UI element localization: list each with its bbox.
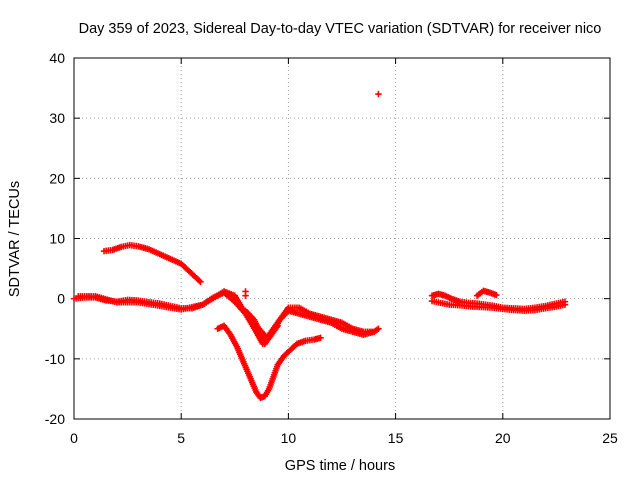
axis-ticks — [73, 57, 611, 420]
y-tick-labels: -20 -10 0 10 20 30 40 — [45, 50, 65, 427]
x-tick-label: 15 — [388, 430, 404, 446]
data-point — [561, 301, 569, 308]
data-point — [375, 325, 382, 332]
y-tick-label: 20 — [49, 170, 65, 186]
y-tick-label: 30 — [49, 110, 65, 126]
data-point — [197, 278, 204, 286]
data-point — [317, 334, 324, 341]
data-point — [370, 328, 378, 335]
y-tick-label: 10 — [49, 231, 65, 247]
x-tick-label: 20 — [495, 430, 511, 446]
data-point — [242, 292, 249, 299]
x-tick-label: 5 — [177, 430, 185, 446]
y-tick-label: -10 — [45, 351, 65, 367]
x-tick-label: 25 — [602, 430, 618, 446]
data-point — [274, 322, 281, 329]
data-points — [70, 90, 569, 402]
x-tick-label: 10 — [281, 430, 297, 446]
data-point — [196, 277, 203, 284]
x-tick-labels: 0 5 10 15 20 25 — [70, 430, 618, 446]
y-tick-label: 0 — [57, 291, 65, 307]
y-axis-label: SDTVAR / TECUs — [7, 181, 23, 297]
y-tick-label: -20 — [45, 411, 65, 427]
x-tick-label: 0 — [70, 430, 78, 446]
data-point — [375, 90, 382, 98]
y-tick-label: 40 — [49, 50, 65, 66]
data-point — [493, 291, 500, 299]
grid-lines — [74, 58, 610, 419]
x-axis-label: GPS time / hours — [285, 458, 395, 474]
chart-title: Day 359 of 2023, Sidereal Day-to-day VTE… — [79, 21, 602, 37]
